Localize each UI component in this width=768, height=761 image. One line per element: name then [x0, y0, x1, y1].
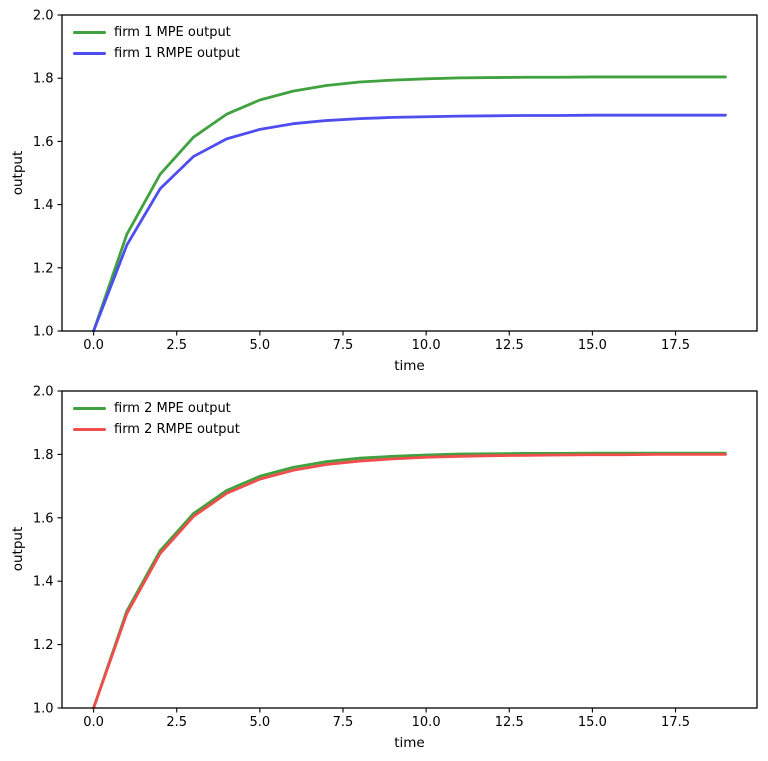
series-line-firm2-mpe — [92, 451, 727, 710]
series-line-firm1-rmpe — [92, 113, 727, 333]
y-tick-label: 1.2 — [33, 638, 54, 653]
y-tick-label: 1.8 — [33, 448, 54, 463]
series-line-firm2-rmpe — [92, 452, 727, 710]
y-tick-label: 1.2 — [33, 261, 54, 276]
y-tick-label: 1.8 — [33, 72, 54, 87]
y-tick-label: 1.4 — [33, 575, 54, 590]
y-tick-label: 1.6 — [33, 135, 54, 150]
x-tick-label: 12.5 — [495, 715, 524, 730]
y-tick-label: 1.6 — [33, 511, 54, 526]
x-tick-label: 17.5 — [661, 715, 690, 730]
x-tick-label: 0.0 — [83, 715, 104, 730]
x-tick-label: 10.0 — [412, 715, 441, 730]
x-tick-label: 10.0 — [412, 338, 441, 353]
plot-frame — [61, 14, 758, 332]
legend-label-firm1-mpe: firm 1 MPE output — [114, 25, 231, 40]
y-axis-label-top: output — [10, 150, 26, 196]
legend-line-sample-green-icon — [73, 407, 106, 410]
legend-label-firm2-mpe: firm 2 MPE output — [114, 401, 231, 416]
x-axis-label-top: time — [394, 358, 425, 374]
legend-item-firm2-rmpe: firm 2 RMPE output — [73, 419, 240, 440]
legend-firm2: firm 2 MPE output firm 2 RMPE output — [73, 398, 240, 440]
legend-line-sample-green-icon — [73, 31, 106, 34]
legend-item-firm1-rmpe: firm 1 RMPE output — [73, 43, 240, 64]
y-tick-label: 2.0 — [33, 9, 54, 24]
x-axis-label-bottom: time — [394, 735, 425, 751]
x-tick-label: 15.0 — [578, 715, 607, 730]
x-tick-label: 15.0 — [578, 338, 607, 353]
plot-frame — [61, 390, 758, 709]
x-tick-label: 5.0 — [250, 715, 271, 730]
series-line-firm1-mpe — [92, 75, 727, 333]
legend-line-sample-blue-icon — [73, 52, 106, 55]
y-tick-label: 1.0 — [33, 702, 54, 717]
x-tick-label: 2.5 — [166, 338, 187, 353]
x-tick-label: 5.0 — [250, 338, 271, 353]
legend-firm1: firm 1 MPE output firm 1 RMPE output — [73, 22, 240, 64]
x-tick-label: 7.5 — [333, 715, 354, 730]
y-axis-label-bottom: output — [10, 526, 26, 572]
legend-label-firm2-rmpe: firm 2 RMPE output — [114, 422, 240, 437]
x-tick-label: 12.5 — [495, 338, 524, 353]
x-tick-label: 17.5 — [661, 338, 690, 353]
legend-item-firm1-mpe: firm 1 MPE output — [73, 22, 240, 43]
y-tick-label: 1.0 — [33, 325, 54, 340]
x-tick-label: 7.5 — [333, 338, 354, 353]
y-tick-label: 1.4 — [33, 198, 54, 213]
x-tick-label: 2.5 — [166, 715, 187, 730]
x-tick-label: 0.0 — [83, 338, 104, 353]
y-tick-label: 2.0 — [33, 385, 54, 400]
legend-item-firm2-mpe: firm 2 MPE output — [73, 398, 240, 419]
legend-label-firm1-rmpe: firm 1 RMPE output — [114, 46, 240, 61]
legend-line-sample-red-icon — [73, 428, 106, 431]
